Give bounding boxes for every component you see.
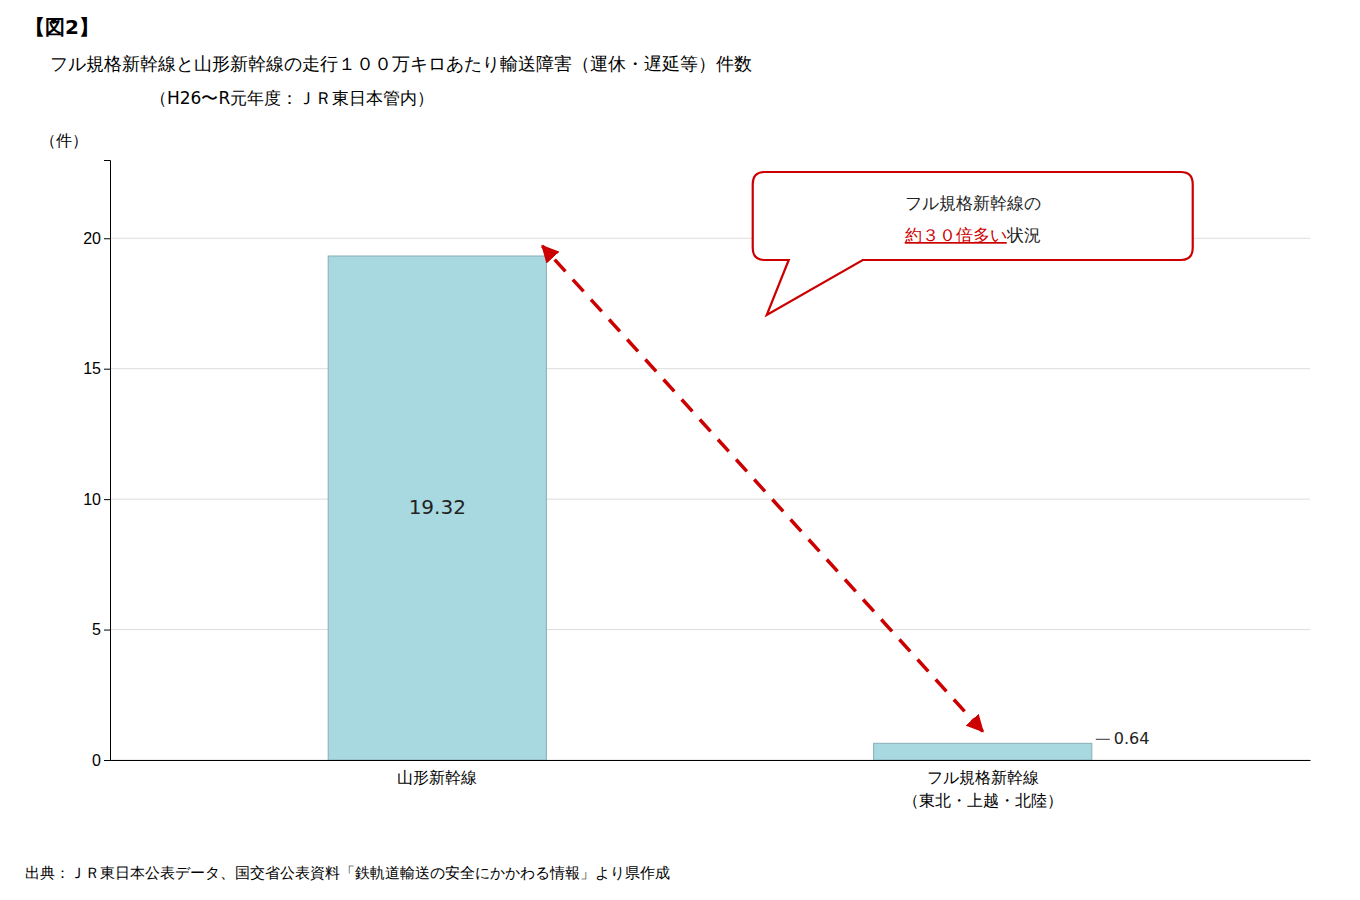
y-tick: 20 bbox=[83, 230, 110, 247]
y-tick-mark bbox=[104, 238, 110, 239]
data-label: 19.32 bbox=[409, 495, 466, 519]
x-tick-label: フル規格新幹線 （東北・上越・北陸） bbox=[903, 769, 1063, 808]
y-tick: 0 bbox=[92, 752, 110, 769]
callout-box bbox=[753, 172, 1193, 315]
x-axis-line bbox=[111, 760, 1311, 761]
source: 出典：ＪＲ東日本公表データ、国交省公表資料「鉄軌道輸送の安全にかかわる情報」より… bbox=[25, 864, 670, 882]
x-tick-label-line: 山形新幹線 bbox=[397, 769, 477, 786]
y-tick-label: 20 bbox=[83, 230, 101, 247]
y-axis-line bbox=[104, 161, 111, 761]
y-tick-label: 10 bbox=[83, 491, 101, 508]
y-tick-mark bbox=[104, 499, 110, 500]
grid-line bbox=[110, 760, 1310, 761]
bars bbox=[328, 256, 1092, 760]
annotation: 状況 bbox=[1006, 225, 1041, 245]
grid-line bbox=[110, 368, 1310, 369]
callout: フル規格新幹線の約３０倍多い状況 bbox=[753, 172, 1193, 315]
chart: 【図2】フル規格新幹線と山形新幹線の走行１００万キロあたり輸送障害（運休・遅延等… bbox=[0, 0, 1360, 900]
comparison-arrow bbox=[542, 246, 982, 731]
y-tick: 10 bbox=[83, 491, 110, 508]
subtitle: フル規格新幹線と山形新幹線の走行１００万キロあたり輸送障害（運休・遅延等）件数 bbox=[50, 53, 752, 74]
annotation: フル規格新幹線の bbox=[905, 193, 1041, 213]
y-axis-label: （件） bbox=[40, 131, 88, 150]
x-tick-label: 山形新幹線 bbox=[397, 769, 477, 786]
y-tick-label: 15 bbox=[83, 360, 101, 377]
annotation-line: 約３０倍多い状況 bbox=[905, 225, 1041, 245]
y-axis: 0 5 10 15 20 bbox=[83, 161, 110, 769]
y-tick: 15 bbox=[83, 360, 110, 377]
annotation-highlight: 約３０倍多い bbox=[905, 225, 1007, 245]
bar bbox=[328, 256, 546, 760]
y-tick-mark bbox=[104, 630, 110, 631]
data-labels: 19.32 0.64 bbox=[409, 495, 1150, 748]
plot: 0 5 10 15 20 山形新幹線 フル規格新幹線 （東北・上越・北陸） 19.32 0.64 フ… bbox=[83, 161, 1310, 809]
y-tick: 5 bbox=[92, 621, 110, 638]
x-tick-label-line: （東北・上越・北陸） bbox=[903, 792, 1063, 809]
data-label-leader bbox=[1096, 739, 1110, 740]
grid-line bbox=[110, 629, 1310, 630]
subtitle: （H26〜R元年度：ＪＲ東日本管内） bbox=[150, 88, 434, 108]
x-tick: 山形新幹線 bbox=[397, 760, 477, 786]
y-tick-label: 0 bbox=[92, 752, 101, 769]
grid-line bbox=[110, 499, 1310, 500]
x-axis: 山形新幹線 フル規格新幹線 （東北・上越・北陸） bbox=[111, 760, 1311, 809]
bar bbox=[874, 743, 1092, 760]
grid bbox=[110, 238, 1310, 760]
y-tick-label: 5 bbox=[92, 621, 101, 638]
y-tick-mark bbox=[104, 369, 110, 370]
title: 【図2】 bbox=[25, 15, 99, 39]
y-tick-mark bbox=[104, 760, 110, 761]
data-label: 0.64 bbox=[1114, 729, 1150, 748]
x-tick: フル規格新幹線 （東北・上越・北陸） bbox=[903, 760, 1063, 809]
x-tick-label-line: フル規格新幹線 bbox=[927, 769, 1039, 786]
